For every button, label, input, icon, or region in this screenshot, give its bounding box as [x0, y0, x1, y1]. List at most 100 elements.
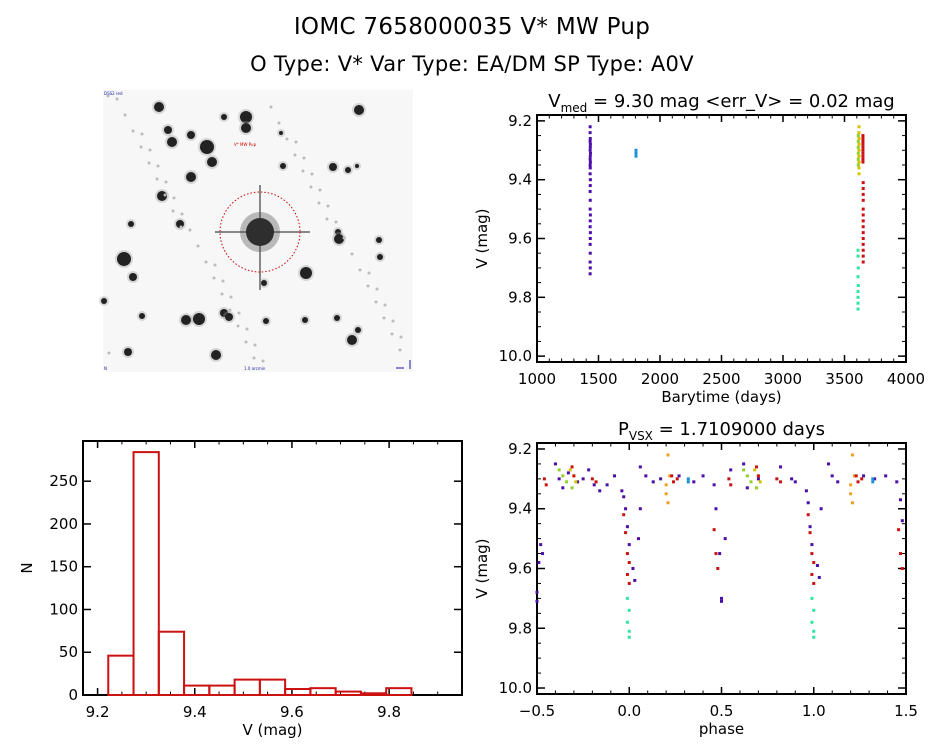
- data-point: [625, 596, 629, 600]
- faint-star: [131, 129, 135, 133]
- data-point: [856, 151, 860, 155]
- faint-star: [139, 145, 143, 149]
- histogram-bar: [258, 678, 287, 697]
- data-point: [535, 590, 539, 594]
- data-point: [568, 468, 572, 472]
- data-point: [810, 620, 814, 624]
- data-point: [808, 525, 812, 529]
- star: [124, 348, 132, 356]
- data-point: [884, 474, 888, 478]
- data-point: [666, 453, 670, 457]
- data-point: [636, 537, 640, 541]
- data-point: [627, 581, 631, 585]
- data-point: [861, 137, 865, 141]
- data-point: [775, 477, 779, 481]
- data-point: [612, 474, 616, 478]
- data-point: [627, 543, 631, 547]
- star: [329, 163, 337, 171]
- data-point: [856, 480, 860, 484]
- series-season-3o: [664, 453, 856, 505]
- faint-star: [399, 335, 403, 339]
- star: [334, 315, 340, 321]
- data-point: [856, 307, 860, 311]
- data-point: [856, 157, 860, 161]
- faint-star: [212, 276, 216, 280]
- data-point: [625, 525, 629, 529]
- data-point: [810, 572, 814, 576]
- data-point: [856, 254, 860, 258]
- star: [117, 252, 131, 266]
- data-point: [755, 465, 759, 469]
- y-tick-label: 9.4: [508, 171, 532, 189]
- data-point: [651, 480, 655, 484]
- faint-star: [221, 279, 225, 283]
- series-season-3a: [857, 125, 861, 176]
- data-point: [812, 581, 816, 585]
- data-point: [566, 471, 570, 475]
- data-point: [723, 537, 727, 541]
- star: [193, 313, 205, 325]
- data-point: [850, 453, 854, 457]
- faint-star: [318, 188, 322, 192]
- star: [241, 123, 251, 133]
- faint-star: [156, 164, 160, 168]
- data-point: [861, 237, 865, 240]
- star: [225, 313, 233, 321]
- data-point: [856, 163, 860, 167]
- data-point: [625, 620, 629, 624]
- histogram-bar: [107, 654, 135, 696]
- data-point: [588, 142, 592, 146]
- star: [128, 221, 134, 227]
- faint-star: [342, 236, 346, 240]
- data-point: [627, 629, 631, 633]
- y-tick-label: 200: [49, 515, 78, 533]
- data-point: [810, 543, 814, 547]
- star: [207, 157, 217, 167]
- data-point: [664, 483, 668, 487]
- data-point: [588, 178, 592, 182]
- data-point: [815, 564, 819, 568]
- x-tick-label: −0.5: [519, 702, 555, 720]
- series-season-2: [686, 477, 875, 484]
- data-point: [666, 501, 670, 505]
- lightcurve-plot: 1000 1500 2000 2500 3000 3500 4000 9.2 9.4 9.6 9.8…: [473, 91, 925, 406]
- data-point: [727, 477, 731, 481]
- data-point: [588, 172, 592, 176]
- title-main: P: [618, 419, 629, 440]
- data-point: [861, 181, 865, 185]
- series-season-1: [588, 125, 593, 276]
- data-point: [895, 480, 899, 484]
- plot-title: Vmed = 9.30 mag <err_V> = 0.02 mag: [548, 91, 894, 115]
- star: [335, 229, 341, 235]
- data-point: [810, 552, 814, 556]
- faint-star: [115, 97, 119, 101]
- data-point: [588, 163, 592, 167]
- data-point: [625, 552, 629, 556]
- data-point: [590, 477, 594, 481]
- data-point: [588, 154, 592, 158]
- x-axis-label: V (mag): [242, 721, 302, 739]
- data-point: [598, 489, 602, 493]
- star: [334, 234, 344, 244]
- data-point: [588, 145, 592, 149]
- phase-curve-plot: −0.5 0.0 0.5 1.0 1.5 9.2 9.4 9.6 9.8 10.0 phase V (…: [473, 419, 918, 738]
- data-point: [827, 462, 831, 466]
- faint-star: [155, 177, 159, 181]
- faint-star: [350, 252, 354, 256]
- star: [200, 140, 214, 154]
- data-point: [856, 275, 860, 279]
- object-type-line: O Type: V* Var Type: EA/DM SP Type: A0V: [250, 52, 694, 76]
- data-point: [588, 166, 592, 170]
- data-point: [819, 507, 823, 511]
- data-point: [810, 596, 814, 600]
- data-point: [755, 486, 759, 490]
- title-rest: = 1.7109000 days: [653, 419, 825, 440]
- faint-star: [382, 316, 386, 320]
- y-tick-label: 250: [49, 472, 78, 490]
- data-point: [627, 635, 631, 639]
- data-point: [812, 635, 816, 639]
- data-point: [861, 231, 865, 235]
- x-tick-label: 0.5: [710, 702, 734, 720]
- faint-star: [245, 327, 249, 331]
- data-point: [861, 134, 865, 138]
